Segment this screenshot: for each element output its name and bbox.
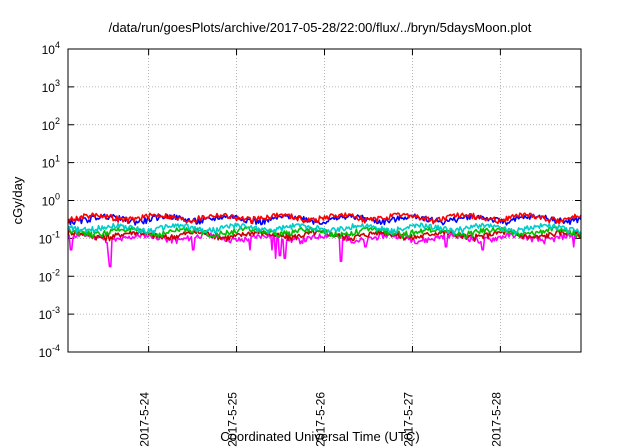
y-tick-label: 104 — [42, 40, 60, 57]
series-line — [67, 222, 582, 235]
y-tick-label: 102 — [42, 116, 60, 133]
series-line — [67, 212, 582, 225]
plot-border — [67, 48, 582, 353]
series-line — [67, 232, 582, 268]
y-tick-label: 10-4 — [39, 343, 60, 360]
x-tick-label: 2017-5-24 — [138, 392, 152, 447]
x-axis-label: Coordinated Universal Time (UTC) — [220, 429, 420, 444]
x-tick-label: 2017-5-26 — [314, 392, 328, 447]
series-line — [67, 213, 582, 226]
x-tick-label: 2017-5-25 — [226, 392, 240, 447]
y-tick-label: 101 — [42, 154, 60, 171]
y-tick-label: 10-3 — [39, 305, 60, 322]
y-tick-label: 103 — [42, 78, 60, 95]
chart-title: /data/run/goesPlots/archive/2017-05-28/2… — [108, 20, 532, 35]
y-tick-label: 10-1 — [39, 229, 60, 246]
x-tick-label: 2017-5-28 — [489, 392, 503, 447]
y-axis-label: cGy/day — [10, 176, 25, 224]
x-tick-label: 2017-5-27 — [401, 392, 415, 447]
y-tick-label: 100 — [42, 192, 60, 209]
series-line — [67, 226, 582, 239]
y-tick-label: 10-2 — [39, 267, 60, 284]
